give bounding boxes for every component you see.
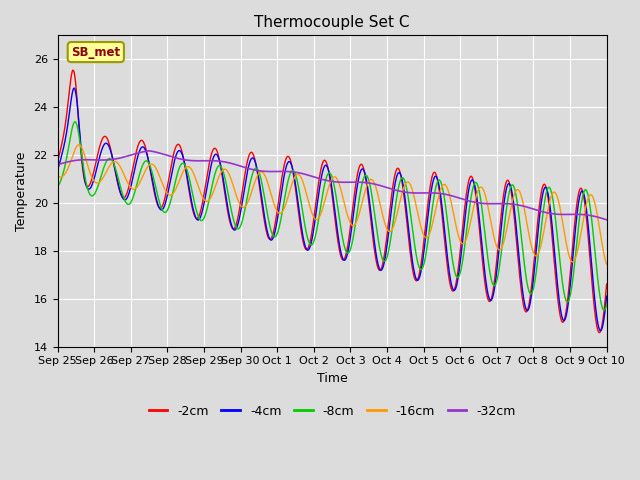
Y-axis label: Temperature: Temperature (15, 151, 28, 231)
X-axis label: Time: Time (317, 372, 348, 385)
Text: SB_met: SB_met (71, 46, 120, 59)
Title: Thermocouple Set C: Thermocouple Set C (254, 15, 410, 30)
Legend: -2cm, -4cm, -8cm, -16cm, -32cm: -2cm, -4cm, -8cm, -16cm, -32cm (143, 400, 520, 423)
